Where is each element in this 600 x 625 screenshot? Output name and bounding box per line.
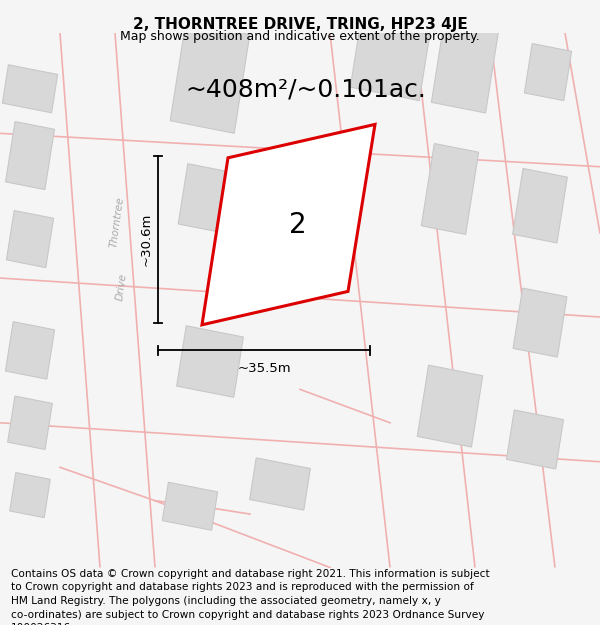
Polygon shape <box>250 458 310 510</box>
Polygon shape <box>178 164 252 236</box>
Polygon shape <box>176 326 244 398</box>
Polygon shape <box>524 44 572 101</box>
Polygon shape <box>202 124 375 325</box>
Polygon shape <box>163 482 218 530</box>
Polygon shape <box>421 144 479 234</box>
Polygon shape <box>512 169 568 243</box>
Text: ~408m²/~0.101ac.: ~408m²/~0.101ac. <box>185 78 426 102</box>
Text: Drive: Drive <box>115 272 129 301</box>
Polygon shape <box>417 365 483 447</box>
Polygon shape <box>5 122 55 189</box>
Text: 2, THORNTREE DRIVE, TRING, HP23 4JE: 2, THORNTREE DRIVE, TRING, HP23 4JE <box>133 18 467 32</box>
Polygon shape <box>350 21 430 101</box>
Polygon shape <box>513 288 567 357</box>
Text: Contains OS data © Crown copyright and database right 2021. This information is : Contains OS data © Crown copyright and d… <box>11 569 490 625</box>
Polygon shape <box>10 472 50 518</box>
Polygon shape <box>5 322 55 379</box>
Text: ~35.5m: ~35.5m <box>237 361 291 374</box>
Text: 2: 2 <box>289 211 307 239</box>
Text: Map shows position and indicative extent of the property.: Map shows position and indicative extent… <box>120 30 480 43</box>
Text: ~30.6m: ~30.6m <box>140 213 153 266</box>
Text: Thorntree: Thorntree <box>109 196 125 249</box>
Polygon shape <box>2 65 58 112</box>
Polygon shape <box>431 20 499 113</box>
Polygon shape <box>7 211 53 268</box>
Polygon shape <box>506 410 563 469</box>
Polygon shape <box>8 396 52 449</box>
Polygon shape <box>170 22 250 133</box>
